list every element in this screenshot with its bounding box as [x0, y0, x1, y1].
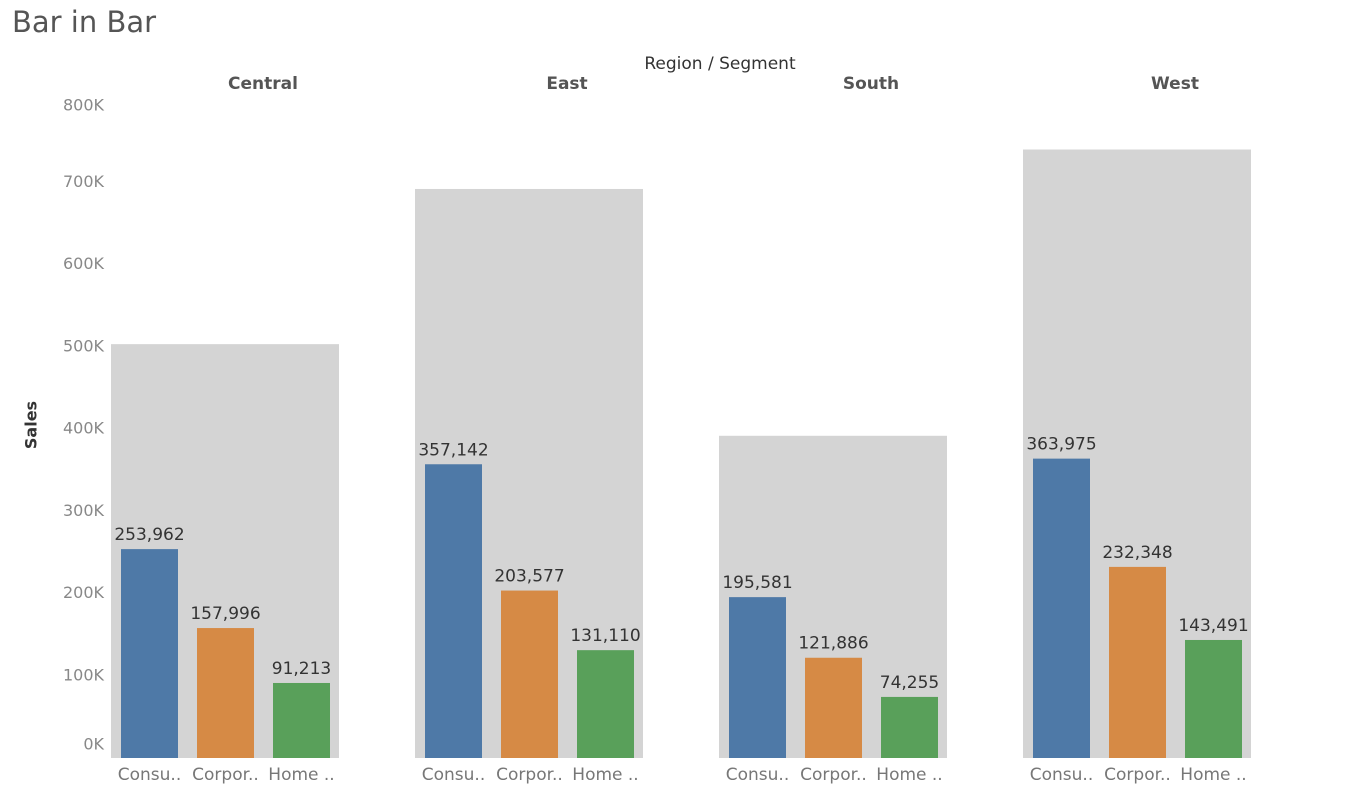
- y-tick-label: 300K: [63, 501, 105, 520]
- bar: [881, 696, 938, 758]
- bar: [577, 650, 634, 758]
- x-tick-label: Consu..: [118, 765, 181, 785]
- bar: [1185, 639, 1242, 758]
- x-tick-label: Home ..: [876, 765, 942, 785]
- y-tick-label: 600K: [63, 254, 105, 273]
- value-label: 203,577: [494, 567, 564, 587]
- y-tick-label: 800K: [63, 96, 105, 115]
- value-label: 363,975: [1026, 435, 1096, 455]
- bar: [197, 628, 254, 758]
- bar: [501, 590, 558, 758]
- value-label: 357,142: [418, 440, 488, 460]
- y-tick-label: 200K: [63, 583, 105, 602]
- x-tick-label: Home ..: [572, 765, 638, 785]
- value-label: 91,213: [272, 659, 331, 679]
- bar: [121, 549, 178, 758]
- value-label: 157,996: [190, 604, 260, 624]
- x-tick-label: Consu..: [726, 765, 789, 785]
- bar: [1033, 458, 1090, 758]
- x-tick-label: Home ..: [268, 765, 334, 785]
- panel-label: South: [843, 74, 899, 94]
- bar: [729, 597, 786, 758]
- bar: [425, 464, 482, 758]
- x-tick-label: Consu..: [1030, 765, 1093, 785]
- value-label: 253,962: [114, 525, 184, 545]
- bar: [805, 657, 862, 758]
- value-label: 121,886: [798, 634, 868, 654]
- bar: [1109, 566, 1166, 758]
- bar: [273, 682, 330, 758]
- y-tick-label: 400K: [63, 419, 105, 438]
- y-tick-label: 100K: [63, 665, 105, 684]
- panel-label: Central: [228, 74, 298, 94]
- x-tick-label: Corpor..: [800, 765, 867, 785]
- x-tick-label: Home ..: [1180, 765, 1246, 785]
- value-label: 131,110: [570, 626, 640, 646]
- value-label: 74,255: [880, 673, 939, 693]
- panel-label: West: [1151, 74, 1199, 94]
- value-label: 232,348: [1102, 543, 1172, 563]
- y-tick-label: 700K: [63, 172, 105, 191]
- x-tick-label: Corpor..: [496, 765, 563, 785]
- chart-title: Bar in Bar: [12, 5, 156, 39]
- x-tick-label: Corpor..: [192, 765, 259, 785]
- y-axis-label: Sales: [22, 401, 41, 449]
- y-tick-label: 500K: [63, 336, 105, 355]
- value-label: 195,581: [722, 573, 792, 593]
- x-tick-label: Consu..: [422, 765, 485, 785]
- value-label: 143,491: [1178, 616, 1248, 636]
- panel-label: East: [546, 74, 587, 94]
- x-tick-label: Corpor..: [1104, 765, 1171, 785]
- y-tick-label: 0K: [83, 735, 104, 754]
- x-axis-label: Region / Segment: [644, 54, 796, 74]
